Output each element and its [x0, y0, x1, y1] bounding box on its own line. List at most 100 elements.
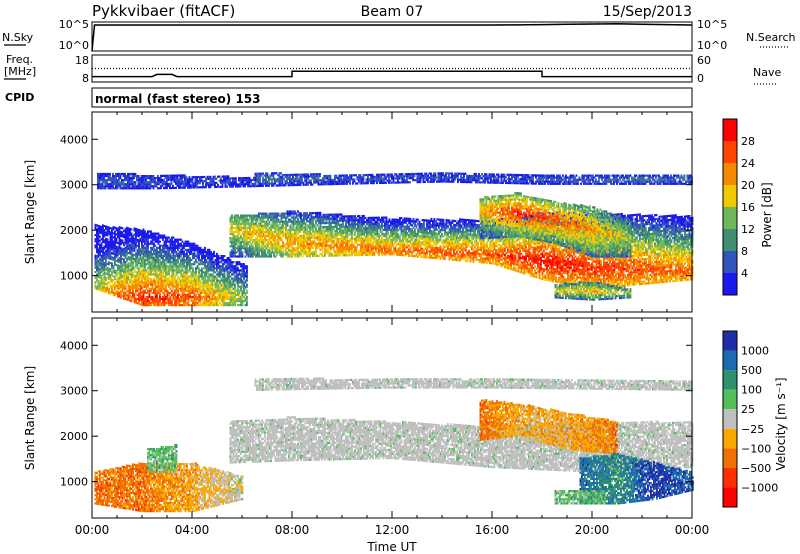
power-cell [105, 254, 107, 257]
power-cell [414, 222, 416, 225]
power-cell [232, 293, 235, 296]
power-cell [337, 231, 340, 235]
power-cell [340, 213, 343, 216]
power-cell [226, 304, 229, 307]
frequency-left-tick-bottom: 8 [82, 72, 89, 85]
power-cell [148, 236, 151, 239]
power-cell [268, 230, 271, 234]
power-cell [309, 234, 311, 237]
power-cell [273, 253, 275, 256]
power-cell [132, 253, 134, 256]
power-cell [157, 273, 160, 276]
power-cell [238, 220, 241, 223]
power-cell [388, 226, 391, 229]
power-cell [184, 255, 187, 258]
power-cell [339, 227, 341, 230]
power-cell [318, 246, 320, 249]
power-cell [280, 245, 283, 248]
power-cell [238, 253, 241, 256]
power-cell [96, 236, 98, 239]
power-cell [256, 220, 259, 223]
power-cell [253, 253, 256, 256]
power-cell [285, 253, 287, 256]
power-cell [220, 291, 223, 294]
power-cell [97, 267, 100, 270]
power-cell [199, 285, 202, 288]
power-cell [291, 243, 293, 246]
power-cell [100, 258, 103, 261]
power-cell [124, 248, 127, 251]
power-cell [181, 246, 184, 249]
power-cell [229, 228, 232, 231]
power-cell [100, 279, 103, 282]
power-cell [273, 218, 275, 221]
power-cell [153, 283, 155, 286]
power-cell [306, 212, 308, 215]
power-cell [223, 255, 226, 258]
power-cell [118, 234, 121, 237]
power-cell [375, 237, 377, 240]
power-cell [313, 224, 316, 227]
power-cell [300, 234, 302, 237]
power-cell [138, 284, 140, 287]
power-cell [229, 232, 232, 236]
power-cell [252, 232, 254, 236]
power-cell [219, 261, 221, 264]
power-cell [234, 285, 236, 288]
power-cell [300, 230, 302, 233]
power-cell [291, 241, 293, 244]
power-cell [328, 234, 331, 237]
power-cell [183, 244, 185, 247]
power-cell [328, 252, 331, 255]
power-cell [121, 268, 124, 271]
power-cell [285, 216, 287, 219]
power-cell [118, 240, 121, 243]
power-cell [138, 231, 140, 234]
power-cell [261, 251, 263, 254]
power-cell [252, 235, 254, 238]
beam-label: Beam 07 [361, 4, 424, 20]
power-cell [267, 235, 269, 238]
power-cell [111, 252, 113, 255]
power-cell [217, 259, 220, 262]
power-cell [306, 224, 308, 227]
power-cell [216, 265, 218, 268]
power-cell [205, 279, 208, 282]
power-cell [97, 224, 100, 228]
power-cell [150, 289, 152, 292]
power-cell [198, 304, 200, 307]
power-cell [277, 237, 280, 240]
power-cell [115, 253, 118, 256]
power-cell [168, 271, 170, 274]
power-cell [159, 252, 161, 256]
power-cell [145, 283, 148, 286]
power-cell [294, 228, 296, 231]
power-cell [402, 223, 404, 226]
power-cell [169, 302, 172, 305]
power-cell [160, 250, 163, 254]
power-cell [285, 249, 287, 252]
power-cell [127, 270, 130, 273]
power-cell [208, 255, 211, 258]
power-cell [156, 240, 158, 243]
power-cell [226, 293, 229, 296]
power-cell [102, 265, 104, 268]
power-cell [229, 255, 232, 258]
power-cell [243, 239, 245, 242]
power-cell [271, 245, 274, 248]
power-cell [309, 214, 311, 217]
power-cell [207, 285, 209, 288]
power-cell [225, 281, 227, 284]
power-cell [231, 249, 233, 252]
power-cell [180, 238, 182, 241]
power-cell [238, 300, 241, 303]
power-cell [237, 300, 239, 303]
power-cell [402, 239, 404, 242]
power-cell [163, 289, 166, 292]
power-cell [234, 267, 236, 270]
power-cell [201, 252, 203, 256]
power-cell [228, 304, 230, 307]
power-cell [241, 271, 244, 274]
power-cell [115, 249, 118, 252]
power-cell [156, 238, 158, 241]
